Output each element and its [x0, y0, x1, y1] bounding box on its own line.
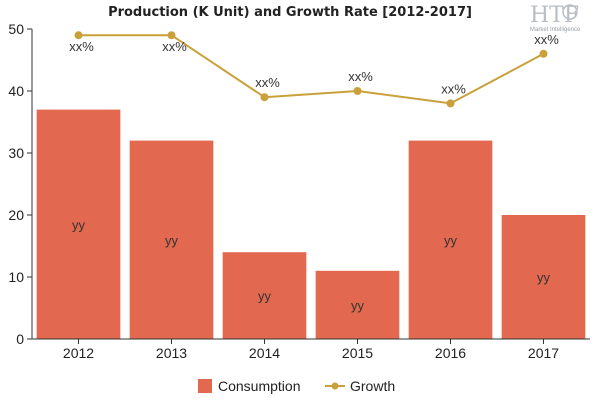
x-tick-label: 2012 [63, 345, 94, 361]
legend-swatch-consumption [198, 379, 212, 393]
y-tick-label: 0 [16, 331, 24, 347]
bar-label-2014: yy [258, 289, 272, 304]
bar-2012 [36, 109, 121, 339]
x-tick-label: 2017 [528, 345, 559, 361]
growth-label-2012: xx% [69, 39, 94, 54]
logo-mark: HTF [530, 3, 579, 28]
x-tick-label: 2013 [156, 345, 187, 361]
legend-label-growth: Growth [350, 378, 395, 394]
growth-point-2013 [167, 31, 176, 40]
growth-point-2012 [74, 31, 83, 40]
y-tick-label: 30 [8, 145, 24, 161]
growth-label-2017: xx% [534, 32, 559, 47]
growth-point-2016 [446, 99, 455, 108]
growth-point-2014 [260, 93, 269, 102]
legend: Consumption Growth [198, 378, 395, 394]
bar-2015 [315, 270, 400, 339]
y-tick-label: 40 [8, 83, 24, 99]
bar-label-2017: yy [537, 270, 551, 285]
growth-label-2014: xx% [255, 75, 280, 90]
growth-point-2015 [353, 87, 362, 95]
logo-tagline: Market Intelligence [530, 27, 581, 33]
x-tick-label: 2014 [249, 345, 280, 361]
growth-line [78, 34, 544, 105]
growth-point-2017 [539, 49, 548, 58]
y-tick-label: 50 [8, 21, 24, 37]
legend-swatch-growth-marker [331, 382, 339, 390]
bar-2016 [408, 140, 493, 339]
bar-2017 [501, 215, 586, 339]
bar-label-2012: yy [72, 217, 86, 232]
x-tick-label: 2015 [342, 345, 373, 361]
growth-label-2015: xx% [348, 69, 373, 84]
bar-label-2013: yy [165, 233, 179, 248]
growth-label-2016: xx% [441, 81, 466, 96]
y-tick-label: 10 [8, 269, 24, 285]
growth-label-2013: xx% [162, 39, 187, 54]
legend-label-consumption: Consumption [218, 378, 301, 394]
bar-label-2015: yy [351, 298, 365, 313]
bar-label-2016: yy [444, 233, 458, 248]
y-tick-label: 20 [8, 207, 24, 223]
htf-logo: HTF Market Intelligence [530, 3, 581, 33]
x-tick-label: 2016 [435, 345, 466, 361]
line-series: xx% xx% xx% xx% xx% xx% [69, 31, 559, 108]
bar-2013 [129, 140, 214, 339]
bar-2014 [222, 252, 307, 339]
globe-icon [562, 4, 578, 20]
chart-title: Production (K Unit) and Growth Rate [201… [108, 5, 472, 20]
axes: 0 10 20 30 40 50 2012 2013 2014 2015 2016 2017 [8, 21, 590, 361]
bar-series: yy yy yy yy yy yy [36, 109, 586, 339]
